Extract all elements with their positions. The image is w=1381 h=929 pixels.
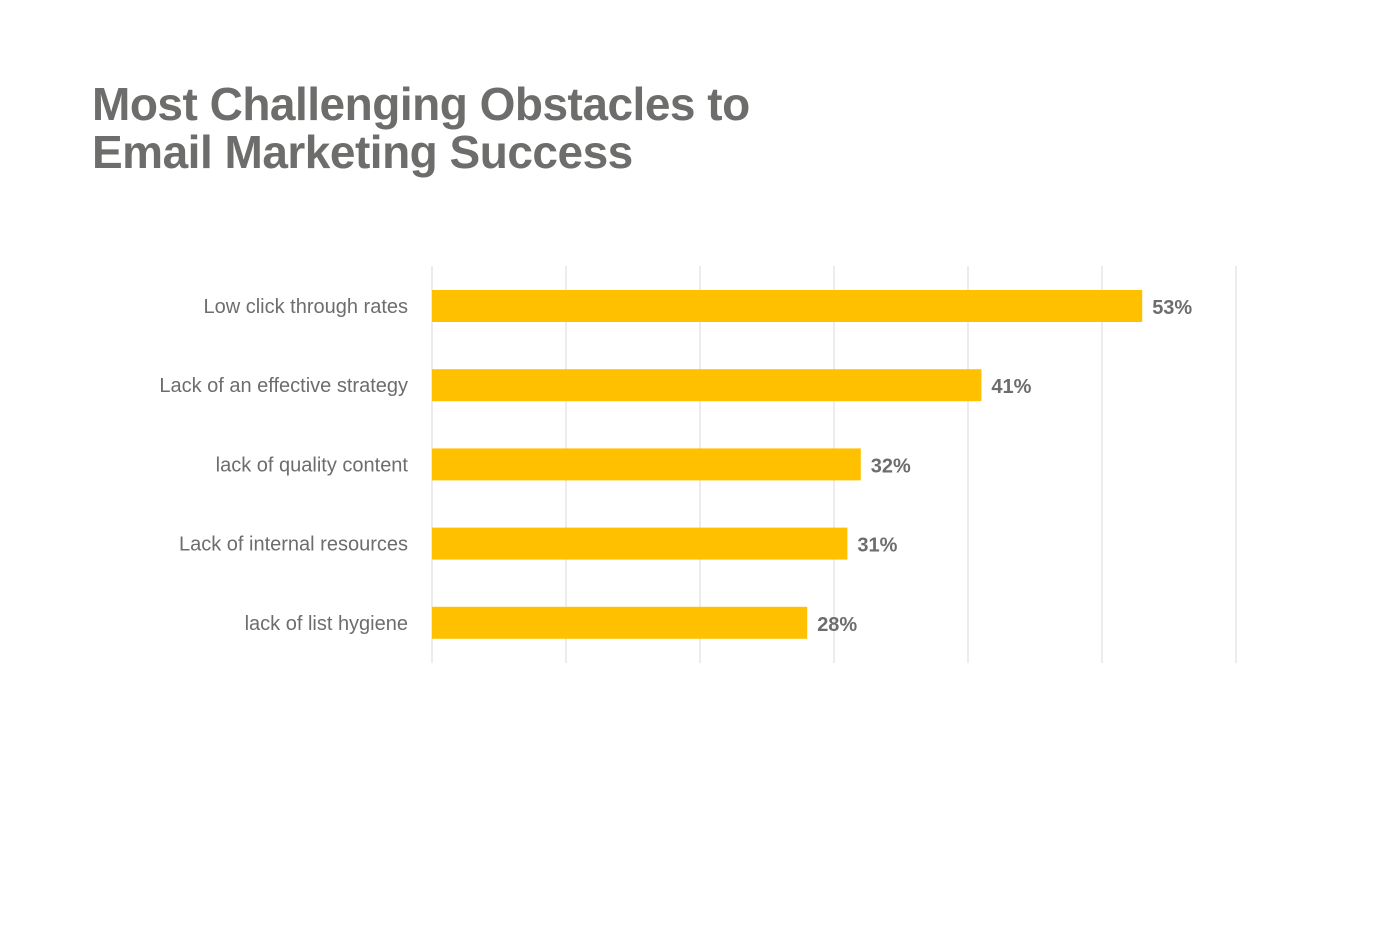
- bar-4: [432, 527, 848, 560]
- value-label-5: 28%: [817, 614, 857, 636]
- value-label-2: 41%: [991, 376, 1031, 398]
- bar-5: [432, 606, 808, 639]
- chart-title-line-2: Email Marketing Success: [92, 126, 633, 178]
- value-label-1: 53%: [1152, 297, 1192, 319]
- category-label-4: Lack of internal resources: [179, 534, 408, 556]
- chart-title: Most Challenging Obstacles to Email Mark…: [92, 80, 852, 176]
- bars: [432, 290, 1143, 639]
- category-labels: Low click through rates Lack of an effect…: [159, 296, 408, 635]
- category-label-1: Low click through rates: [203, 296, 408, 318]
- value-labels: 53% 41% 32% 31% 28%: [817, 297, 1192, 636]
- value-label-3: 32%: [871, 455, 911, 477]
- category-label-5: lack of list hygiene: [245, 613, 408, 635]
- chart-title-line-1: Most Challenging Obstacles to: [92, 78, 750, 130]
- value-label-4: 31%: [857, 535, 897, 557]
- bar-3: [432, 448, 861, 481]
- bar-1: [432, 290, 1143, 322]
- category-label-3: lack of quality content: [216, 454, 409, 476]
- category-label-2: Lack of an effective strategy: [159, 375, 408, 397]
- bar-2: [432, 369, 982, 402]
